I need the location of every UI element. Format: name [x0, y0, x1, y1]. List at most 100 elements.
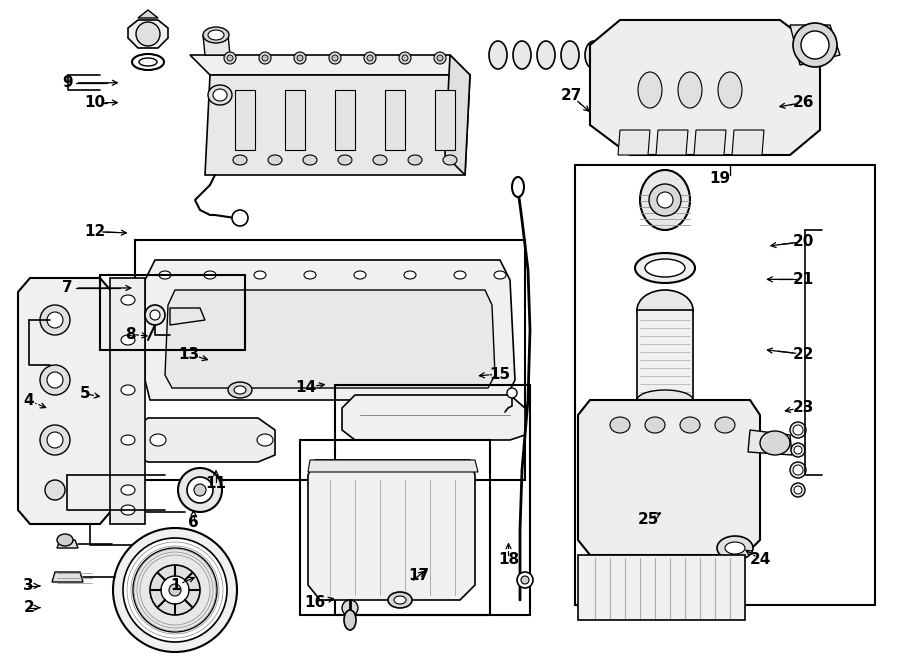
Ellipse shape	[364, 52, 376, 64]
Bar	[135, 240, 525, 480]
Polygon shape	[57, 540, 78, 548]
Ellipse shape	[354, 271, 366, 279]
Ellipse shape	[637, 390, 693, 410]
Ellipse shape	[45, 480, 65, 500]
Ellipse shape	[234, 386, 246, 394]
Polygon shape	[445, 55, 470, 175]
Polygon shape	[165, 290, 495, 388]
Ellipse shape	[233, 155, 247, 165]
Ellipse shape	[47, 312, 63, 328]
Ellipse shape	[507, 388, 517, 398]
Ellipse shape	[399, 52, 411, 64]
Ellipse shape	[113, 528, 237, 652]
Bar	[385, 90, 405, 150]
Text: 2: 2	[23, 600, 34, 615]
Ellipse shape	[40, 365, 70, 395]
Ellipse shape	[57, 534, 73, 546]
Ellipse shape	[304, 271, 316, 279]
Ellipse shape	[150, 434, 166, 446]
Text: 19: 19	[709, 171, 731, 186]
Text: 18: 18	[498, 552, 519, 567]
Ellipse shape	[121, 485, 135, 495]
Text: 3: 3	[23, 579, 34, 593]
Text: 26: 26	[793, 95, 814, 110]
Ellipse shape	[718, 72, 742, 108]
Bar	[335, 90, 355, 150]
Polygon shape	[656, 130, 688, 155]
Text: 4: 4	[23, 393, 34, 408]
Ellipse shape	[489, 41, 507, 69]
Ellipse shape	[159, 271, 171, 279]
Ellipse shape	[338, 155, 352, 165]
Ellipse shape	[657, 41, 675, 69]
Ellipse shape	[367, 55, 373, 61]
Polygon shape	[308, 460, 478, 472]
Ellipse shape	[678, 72, 702, 108]
Text: 20: 20	[793, 234, 814, 249]
Ellipse shape	[332, 55, 338, 61]
Text: 21: 21	[793, 272, 814, 287]
Polygon shape	[145, 260, 515, 400]
Ellipse shape	[715, 417, 735, 433]
Ellipse shape	[494, 271, 506, 279]
Text: 27: 27	[561, 89, 582, 103]
Polygon shape	[170, 308, 205, 325]
Ellipse shape	[224, 52, 236, 64]
Ellipse shape	[139, 58, 157, 66]
Bar	[235, 90, 255, 150]
Ellipse shape	[344, 610, 356, 630]
Ellipse shape	[645, 259, 685, 277]
Ellipse shape	[517, 572, 533, 588]
Polygon shape	[578, 555, 745, 620]
Text: 11: 11	[205, 476, 227, 491]
Ellipse shape	[793, 23, 837, 67]
Polygon shape	[590, 20, 820, 155]
Text: 25: 25	[637, 512, 659, 527]
Polygon shape	[205, 75, 470, 175]
Ellipse shape	[329, 52, 341, 64]
Bar	[575, 165, 875, 605]
Ellipse shape	[725, 542, 745, 554]
Ellipse shape	[133, 548, 217, 632]
Ellipse shape	[801, 31, 829, 59]
Ellipse shape	[637, 290, 693, 330]
Text: 14: 14	[295, 380, 317, 395]
Ellipse shape	[203, 27, 229, 43]
Ellipse shape	[610, 417, 630, 433]
Ellipse shape	[791, 443, 805, 457]
Polygon shape	[790, 25, 840, 65]
Ellipse shape	[408, 155, 422, 165]
Polygon shape	[732, 130, 764, 155]
Ellipse shape	[47, 372, 63, 388]
Ellipse shape	[437, 55, 443, 61]
Ellipse shape	[187, 477, 213, 503]
Ellipse shape	[268, 155, 282, 165]
Ellipse shape	[640, 170, 690, 230]
Bar	[300, 440, 490, 615]
Polygon shape	[128, 20, 168, 48]
Ellipse shape	[257, 434, 273, 446]
Text: 22: 22	[793, 347, 814, 361]
Ellipse shape	[790, 422, 806, 438]
Polygon shape	[18, 278, 112, 524]
Ellipse shape	[169, 584, 181, 596]
Polygon shape	[637, 310, 693, 400]
Polygon shape	[110, 278, 145, 524]
Ellipse shape	[394, 596, 406, 604]
Text: 15: 15	[489, 367, 510, 381]
Text: 7: 7	[62, 281, 73, 295]
Ellipse shape	[443, 155, 457, 165]
Ellipse shape	[121, 385, 135, 395]
Ellipse shape	[232, 210, 248, 226]
Ellipse shape	[402, 55, 408, 61]
Ellipse shape	[657, 192, 673, 208]
Ellipse shape	[537, 41, 555, 69]
Polygon shape	[618, 130, 650, 155]
Ellipse shape	[227, 55, 233, 61]
Ellipse shape	[47, 432, 63, 448]
Ellipse shape	[121, 435, 135, 445]
Text: 13: 13	[178, 347, 200, 361]
Text: 16: 16	[304, 595, 326, 610]
Polygon shape	[308, 460, 475, 600]
Ellipse shape	[150, 565, 200, 615]
